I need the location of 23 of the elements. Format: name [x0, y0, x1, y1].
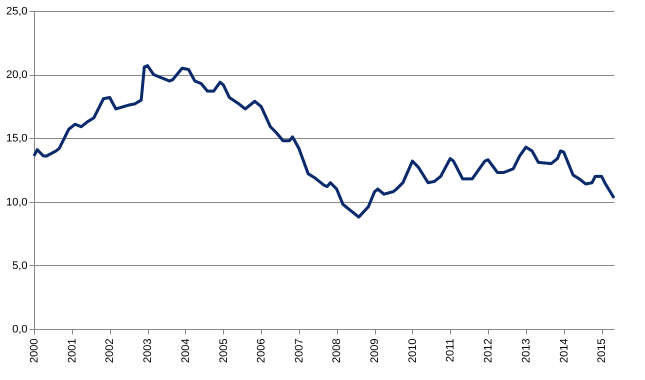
x-tick-label: 2008	[331, 338, 344, 363]
y-tick-label: 10,0	[6, 196, 28, 208]
x-tick-label: 2015	[596, 338, 608, 363]
x-tick-label: 2012	[482, 338, 495, 363]
y-tick-label: 25,0	[6, 6, 28, 18]
x-tick-label: 2011	[444, 338, 457, 362]
x-tick-label: 2004	[180, 338, 192, 363]
x-tick-label: 2005	[218, 338, 230, 363]
x-tick-label: 2000	[28, 338, 40, 363]
y-tick-label: 5,0	[12, 260, 28, 272]
x-tick-label: 2001	[66, 338, 78, 363]
x-tick-label: 2006	[256, 338, 268, 363]
x-tick-label: 2013	[520, 338, 532, 363]
x-tick-label: 2003	[142, 338, 154, 363]
y-tick-label: 0,0	[12, 324, 28, 336]
y-tick-label: 20,0	[6, 69, 28, 82]
line-series	[32, 64, 616, 219]
x-tick-label: 2002	[104, 338, 116, 363]
x-tick-label: 2009	[369, 338, 382, 363]
x-tick-label: 2014	[558, 338, 570, 363]
x-tick-label: 2010	[406, 338, 419, 363]
y-tick-label: 15,0	[6, 132, 28, 145]
x-tick-label: 2007	[293, 338, 306, 363]
